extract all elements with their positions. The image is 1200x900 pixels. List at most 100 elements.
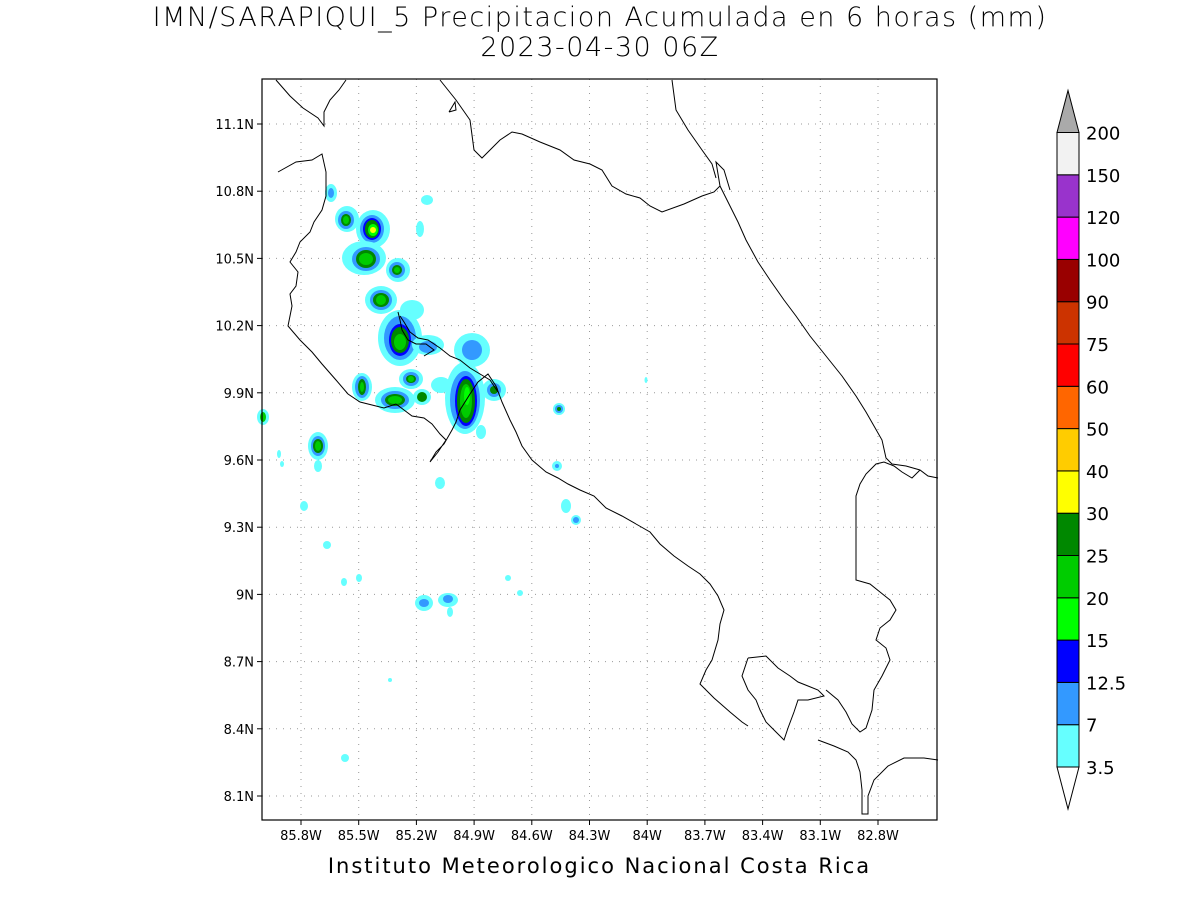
colorbar-swatch (1056, 512, 1080, 557)
caribbean-coast-nicaragua (671, 79, 717, 179)
precip-blob (370, 227, 376, 233)
colorbar-swatch (1056, 470, 1080, 514)
precip-blob (360, 382, 364, 392)
precip-blob (505, 575, 511, 581)
precip-blob (644, 377, 648, 383)
osa-peninsula-coast (741, 655, 825, 741)
island-in-lake (448, 100, 457, 113)
precip-blob (341, 754, 349, 762)
pacific-coast-guanacaste (277, 153, 397, 409)
precip-blob (419, 341, 437, 353)
precip-blob (476, 425, 486, 439)
golfo-dulce-coast (825, 461, 921, 733)
precipitation-areas (257, 184, 648, 762)
colorbar-level-label: 12.5 (1086, 673, 1126, 694)
colorbar-level-label: 50 (1086, 420, 1109, 441)
colorbar-level-label: 90 (1086, 293, 1109, 314)
colorbar-swatch (1056, 555, 1080, 599)
map-subtitle-date: 2023-04-30 06Z (480, 32, 720, 63)
precip-blob (394, 334, 406, 350)
cr-nicaragua-border (399, 315, 499, 393)
colorbar-level-label: 20 (1086, 589, 1109, 610)
colorbar-level-label: 25 (1086, 547, 1109, 568)
colorbar-level-label: 75 (1086, 335, 1109, 356)
precip-blob (557, 407, 561, 411)
colorbar-swatch (1056, 681, 1080, 726)
precip-blob (323, 541, 331, 549)
lon-tick-label: 85.2W (395, 829, 437, 844)
precip-blob (376, 295, 386, 305)
precip-blob (555, 464, 559, 468)
colorbar-level-label: 7 (1086, 716, 1097, 737)
precip-blob (421, 195, 433, 205)
lake-nicaragua-shore (275, 79, 347, 128)
pacific-coast-burica (817, 739, 939, 815)
precip-blob (417, 392, 427, 402)
coastlines-and-borders (275, 79, 939, 815)
lat-tick-label: 9.6N (224, 454, 254, 469)
precip-blob (260, 412, 266, 422)
precip-blob (356, 574, 362, 582)
precip-blob (573, 517, 579, 523)
colorbar-swatch (1056, 724, 1080, 768)
grid-lines (262, 79, 937, 820)
lat-tick-label: 10.8N (215, 185, 254, 200)
latitude-axis: 11.1N 10.8N 10.5N 10.2N 9.9N 9.6N 9.3N 9N 8.7N 8.… (215, 118, 262, 805)
precip-blob (328, 188, 334, 198)
lon-tick-label: 84.6W (511, 829, 553, 844)
colorbar-swatch (1056, 216, 1080, 260)
lon-tick-label: 83.4W (742, 829, 784, 844)
colorbar-level-label: 30 (1086, 504, 1109, 525)
precip-blob (343, 216, 349, 224)
colorbar-swatch (1056, 639, 1080, 683)
lat-tick-label: 8.1N (224, 790, 254, 805)
colorbar-level-label: 120 (1086, 208, 1120, 229)
lon-tick-label: 83.7W (684, 829, 726, 844)
lon-tick-label: 84.3W (569, 829, 611, 844)
lon-tick-label: 84W (632, 829, 662, 844)
inland-contour (397, 311, 435, 357)
lat-tick-label: 10.5N (215, 252, 254, 267)
lon-tick-label: 83.1W (799, 829, 841, 844)
lon-tick-label: 82.8W (857, 829, 899, 844)
precip-blob (314, 460, 322, 472)
colorbar-lower-triangle (1056, 766, 1080, 811)
precip-blob (315, 441, 321, 451)
longitude-axis: 85.8W 85.5W 85.2W 84.9W 84.6W 84.3W 84W 83.7W 83… (280, 820, 899, 844)
precip-blob (277, 450, 281, 458)
colorbar-level-label: 100 (1086, 250, 1120, 271)
precip-blob (443, 595, 453, 603)
precip-blob (435, 477, 445, 489)
colorbar-swatch (1056, 597, 1080, 641)
pacific-coast-nicoya-gulf (395, 373, 749, 727)
precip-blob (517, 590, 523, 596)
lat-tick-label: 9N (236, 588, 254, 603)
colorbar-level-label: 3.5 (1086, 758, 1115, 779)
precipitation-colorbar-legend: 3.5 7 12.5 15 20 25 30 40 50 60 75 90 100 120 150 200 (1056, 88, 1126, 811)
colorbar-swatch (1056, 343, 1080, 387)
colorbar-swatch (1056, 132, 1080, 176)
colorbar-swatch (1056, 385, 1080, 430)
colorbar-upper-triangle (1056, 88, 1080, 133)
precip-blob (490, 386, 498, 394)
lat-tick-label: 8.4N (224, 723, 254, 738)
precip-blob (300, 501, 308, 511)
colorbar-level-label: 40 (1086, 462, 1109, 483)
lon-tick-label: 85.5W (338, 829, 380, 844)
precip-blob (447, 607, 453, 617)
lat-tick-label: 9.3N (224, 521, 254, 536)
lat-tick-label: 10.2N (215, 320, 254, 335)
precip-blob (280, 461, 284, 467)
lake-nicaragua-south-shore (439, 79, 731, 213)
institution-credit: Instituto Meteorologico Nacional Costa R… (327, 854, 872, 878)
colorbar-swatch (1056, 174, 1080, 218)
precip-blob (359, 253, 373, 265)
lat-tick-label: 8.7N (224, 656, 254, 671)
lat-tick-label: 9.9N (224, 387, 254, 402)
map-title: IMN/SARAPIQUI_5 Precipitacion Acumulada … (152, 2, 1048, 33)
colorbar-swatch (1056, 301, 1080, 345)
colorbar-level-label: 15 (1086, 631, 1109, 652)
precip-blob (462, 340, 482, 360)
lon-tick-label: 85.8W (280, 829, 322, 844)
